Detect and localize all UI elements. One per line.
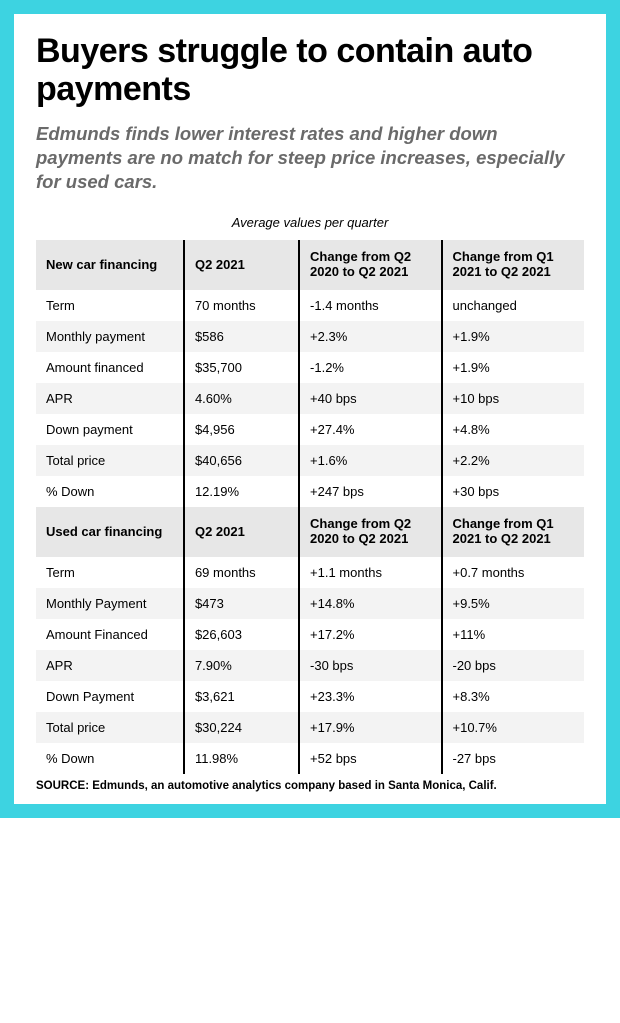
cell: $35,700 bbox=[184, 352, 299, 383]
cell: % Down bbox=[36, 476, 184, 507]
table-row: Amount financed$35,700-1.2%+1.9% bbox=[36, 352, 584, 383]
cell: Total price bbox=[36, 712, 184, 743]
cell: -30 bps bbox=[299, 650, 441, 681]
cell: $586 bbox=[184, 321, 299, 352]
cell: Term bbox=[36, 290, 184, 321]
cell: Down payment bbox=[36, 414, 184, 445]
cell: 4.60% bbox=[184, 383, 299, 414]
cell: 70 months bbox=[184, 290, 299, 321]
source-line: SOURCE: Edmunds, an automotive analytics… bbox=[36, 780, 584, 792]
col-header: New car financing bbox=[36, 240, 184, 290]
cell: +27.4% bbox=[299, 414, 441, 445]
cell: +17.2% bbox=[299, 619, 441, 650]
cell: Term bbox=[36, 557, 184, 588]
cell: -27 bps bbox=[442, 743, 585, 774]
cell: $30,224 bbox=[184, 712, 299, 743]
cell: Amount Financed bbox=[36, 619, 184, 650]
table-section-header: New car financing Q2 2021 Change from Q2… bbox=[36, 240, 584, 290]
cell: +40 bps bbox=[299, 383, 441, 414]
col-header: Used car financing bbox=[36, 507, 184, 557]
cell: unchanged bbox=[442, 290, 585, 321]
cell: APR bbox=[36, 383, 184, 414]
cell: Down Payment bbox=[36, 681, 184, 712]
cell: +30 bps bbox=[442, 476, 585, 507]
col-header: Change from Q1 2021 to Q2 2021 bbox=[442, 240, 585, 290]
cell: +1.9% bbox=[442, 321, 585, 352]
cell: $4,956 bbox=[184, 414, 299, 445]
cell: $26,603 bbox=[184, 619, 299, 650]
col-header: Q2 2021 bbox=[184, 240, 299, 290]
cell: +247 bps bbox=[299, 476, 441, 507]
financing-table: New car financing Q2 2021 Change from Q2… bbox=[36, 240, 584, 774]
table-title: Average values per quarter bbox=[36, 215, 584, 230]
cell: +52 bps bbox=[299, 743, 441, 774]
cell: +2.3% bbox=[299, 321, 441, 352]
table-row: Down payment$4,956+27.4%+4.8% bbox=[36, 414, 584, 445]
cell: Amount financed bbox=[36, 352, 184, 383]
cell: 7.90% bbox=[184, 650, 299, 681]
infographic-frame: Buyers struggle to contain auto payments… bbox=[0, 0, 620, 818]
cell: +1.6% bbox=[299, 445, 441, 476]
cell: +14.8% bbox=[299, 588, 441, 619]
table-row: Total price$30,224+17.9%+10.7% bbox=[36, 712, 584, 743]
table-row: Total price$40,656+1.6%+2.2% bbox=[36, 445, 584, 476]
cell: -20 bps bbox=[442, 650, 585, 681]
cell: +8.3% bbox=[442, 681, 585, 712]
cell: 11.98% bbox=[184, 743, 299, 774]
col-header: Change from Q1 2021 to Q2 2021 bbox=[442, 507, 585, 557]
cell: +23.3% bbox=[299, 681, 441, 712]
cell: $3,621 bbox=[184, 681, 299, 712]
cell: +1.1 months bbox=[299, 557, 441, 588]
cell: Monthly payment bbox=[36, 321, 184, 352]
cell: Total price bbox=[36, 445, 184, 476]
headline: Buyers struggle to contain auto payments bbox=[36, 32, 584, 108]
cell: Monthly Payment bbox=[36, 588, 184, 619]
cell: +17.9% bbox=[299, 712, 441, 743]
col-header: Q2 2021 bbox=[184, 507, 299, 557]
cell: % Down bbox=[36, 743, 184, 774]
cell: +11% bbox=[442, 619, 585, 650]
cell: +0.7 months bbox=[442, 557, 585, 588]
cell: +10 bps bbox=[442, 383, 585, 414]
cell: +10.7% bbox=[442, 712, 585, 743]
cell: 69 months bbox=[184, 557, 299, 588]
cell: 12.19% bbox=[184, 476, 299, 507]
table-row: Amount Financed$26,603+17.2%+11% bbox=[36, 619, 584, 650]
cell: +9.5% bbox=[442, 588, 585, 619]
cell: +1.9% bbox=[442, 352, 585, 383]
table-row: Down Payment$3,621+23.3%+8.3% bbox=[36, 681, 584, 712]
table-row: APR4.60%+40 bps+10 bps bbox=[36, 383, 584, 414]
col-header: Change from Q2 2020 to Q2 2021 bbox=[299, 240, 441, 290]
table-row: Monthly Payment$473+14.8%+9.5% bbox=[36, 588, 584, 619]
table-row: Term69 months+1.1 months+0.7 months bbox=[36, 557, 584, 588]
table-row: % Down12.19%+247 bps+30 bps bbox=[36, 476, 584, 507]
cell: $40,656 bbox=[184, 445, 299, 476]
cell: +4.8% bbox=[442, 414, 585, 445]
cell: APR bbox=[36, 650, 184, 681]
table-row: % Down11.98%+52 bps-27 bps bbox=[36, 743, 584, 774]
cell: +2.2% bbox=[442, 445, 585, 476]
cell: $473 bbox=[184, 588, 299, 619]
table-row: Term70 months-1.4 monthsunchanged bbox=[36, 290, 584, 321]
subhead: Edmunds finds lower interest rates and h… bbox=[36, 122, 584, 193]
table-section-header: Used car financing Q2 2021 Change from Q… bbox=[36, 507, 584, 557]
table-row: Monthly payment$586+2.3%+1.9% bbox=[36, 321, 584, 352]
cell: -1.2% bbox=[299, 352, 441, 383]
cell: -1.4 months bbox=[299, 290, 441, 321]
table-row: APR7.90%-30 bps-20 bps bbox=[36, 650, 584, 681]
col-header: Change from Q2 2020 to Q2 2021 bbox=[299, 507, 441, 557]
